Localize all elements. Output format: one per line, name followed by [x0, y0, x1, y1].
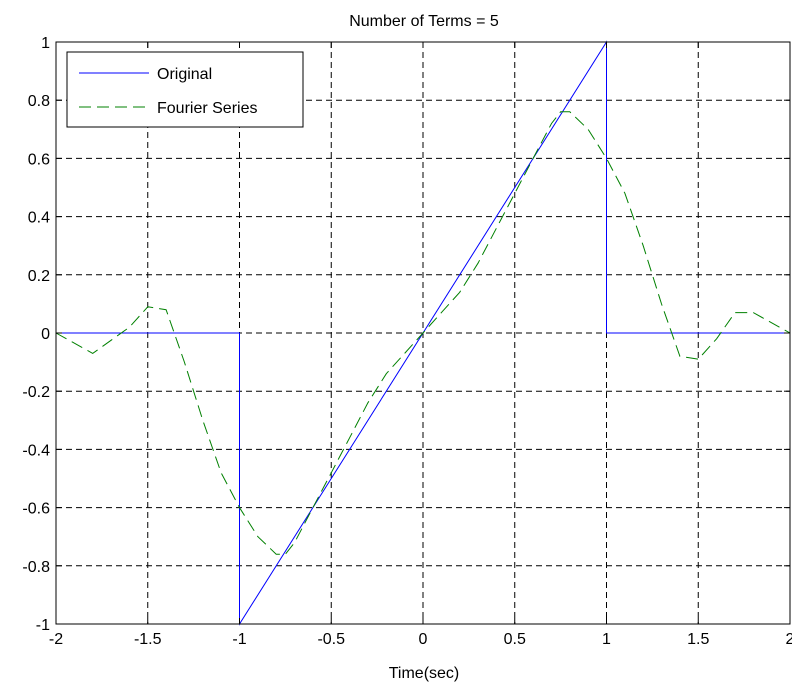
legend: Original Fourier Series	[66, 51, 304, 128]
y-tick-label: -0.8	[22, 559, 50, 576]
axis-ticks: -2 -1.5 -1 -0.5 0 0.5 1 1.5 2 -1 -0.8 -0.6 -0.4 -0.2 0…	[22, 35, 792, 648]
series-line-fourier-series	[55, 111, 791, 555]
y-tick-label: 0.8	[28, 93, 50, 110]
y-tick-label: 0.4	[28, 210, 50, 227]
y-tick-label: 1	[41, 35, 50, 52]
x-tick-label: 1.5	[687, 631, 709, 648]
x-tick-label: -1.5	[134, 631, 162, 648]
x-tick-label: 2	[786, 631, 792, 648]
legend-label-fourier-series: Fourier Series	[157, 100, 257, 117]
legend-label-original: Original	[157, 66, 212, 83]
y-tick-label: -0.6	[22, 501, 50, 518]
x-tick-label: -2	[49, 631, 63, 648]
x-tick-label: 0	[419, 631, 428, 648]
x-tick-label: -1	[232, 631, 246, 648]
x-axis-label: Time(sec)	[389, 665, 460, 682]
series-lines	[55, 40, 791, 626]
y-tick-label: -0.2	[22, 384, 50, 401]
y-tick-label: 0.2	[28, 268, 50, 285]
y-tick-label: 0.6	[28, 151, 50, 168]
y-tick-label: -1	[36, 617, 50, 634]
y-tick-label: 0	[41, 326, 50, 343]
x-tick-label: 1	[602, 631, 611, 648]
legend-box	[66, 51, 304, 128]
y-tick-label: -0.4	[22, 442, 50, 459]
chart-title: Number of Terms = 5	[349, 13, 499, 30]
x-tick-label: 0.5	[504, 631, 526, 648]
x-tick-label: -0.5	[317, 631, 345, 648]
